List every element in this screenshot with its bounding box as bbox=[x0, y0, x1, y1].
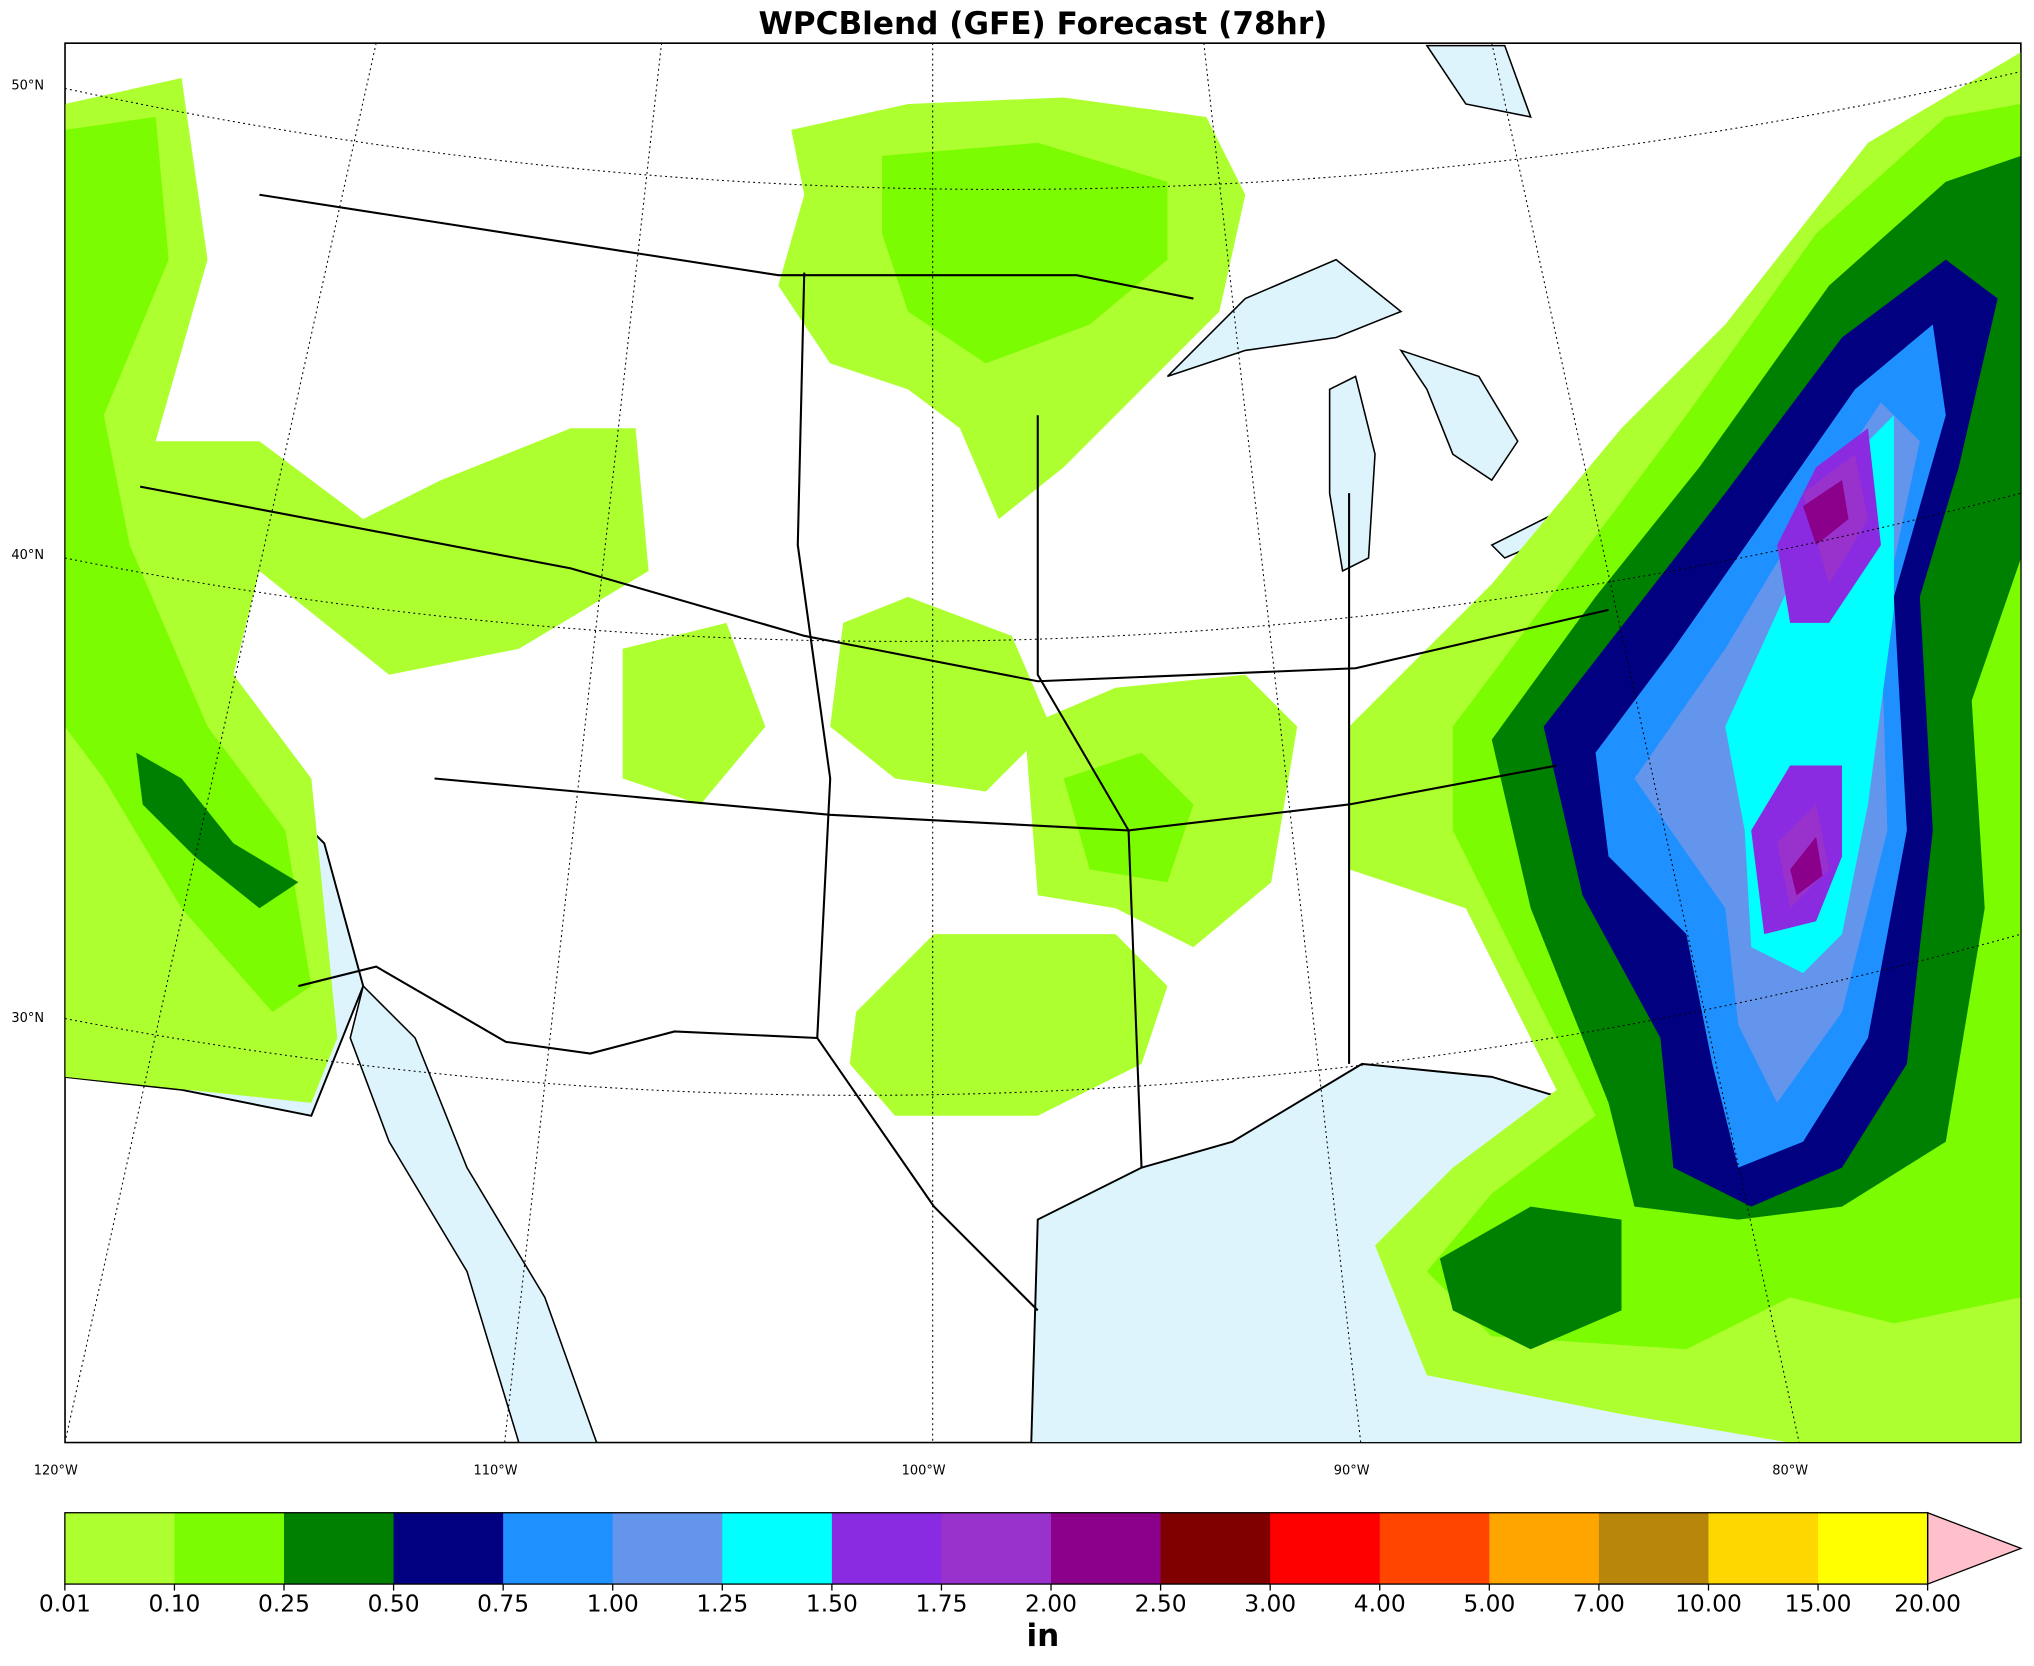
map bbox=[64, 43, 2022, 1443]
colorbar-tick-label: 0.01 bbox=[39, 1589, 91, 1617]
colorbar-segment bbox=[1708, 1512, 1819, 1585]
lat-labels: 50°N 40°N 30°N bbox=[11, 78, 44, 1026]
colorbar-segment bbox=[1270, 1512, 1381, 1585]
colorbar-segment bbox=[503, 1512, 614, 1585]
colorbar-label: in bbox=[1027, 1618, 1060, 1654]
colorbar-tick-label: 3.00 bbox=[1244, 1589, 1296, 1617]
lake-huron bbox=[1399, 348, 1519, 482]
colorbar-tick-label: 15.00 bbox=[1785, 1589, 1852, 1617]
gulf-of-california bbox=[349, 984, 598, 1443]
colorbar-segment bbox=[393, 1512, 504, 1585]
colorbar-segment bbox=[1160, 1512, 1271, 1585]
colorbar-segment bbox=[722, 1512, 833, 1585]
colorbar-segment bbox=[1489, 1512, 1600, 1585]
colorbar-tick-label: 2.50 bbox=[1135, 1589, 1187, 1617]
title: WPCBlend (GFE) Forecast (78hr) bbox=[758, 6, 1327, 42]
colorbar-segment bbox=[1379, 1512, 1490, 1585]
colorbar-tick-label: 1.50 bbox=[806, 1589, 858, 1617]
colorbar-segment bbox=[612, 1512, 723, 1585]
colorbar-tick-label: 2.00 bbox=[1025, 1589, 1077, 1617]
hudson-bay bbox=[1425, 44, 1532, 118]
lon-label: 80°W bbox=[1772, 1464, 1808, 1479]
lon-label: 90°W bbox=[1334, 1464, 1370, 1479]
colorbar-tick-label: 4.00 bbox=[1354, 1589, 1406, 1617]
colorbar-frame bbox=[64, 1512, 1929, 1585]
state-borders bbox=[139, 193, 1609, 1312]
colorbar-segment bbox=[941, 1512, 1052, 1585]
colorbar-tick-label: 0.25 bbox=[258, 1589, 310, 1617]
colorbar-tick-label: 7.00 bbox=[1573, 1589, 1625, 1617]
lon-label: 120°W bbox=[34, 1464, 78, 1479]
colorbar-segment bbox=[1051, 1512, 1162, 1585]
colorbar-tick-label: 0.75 bbox=[477, 1589, 529, 1617]
colorbar-tick-label: 1.75 bbox=[915, 1589, 967, 1617]
colorbar: 0.01 0.10 0.25 0.50 0.75 1.00 1.25 1.50 1.75 2.00… bbox=[39, 1511, 2023, 1617]
map-frame bbox=[64, 42, 2022, 1444]
lat-label: 50°N bbox=[11, 78, 44, 93]
colorbar-segment bbox=[284, 1512, 395, 1585]
lat-label: 30°N bbox=[11, 1011, 44, 1026]
lon-labels: 120°W 110°W 100°W 90°W 80°W bbox=[34, 1464, 1808, 1479]
lake-michigan bbox=[1328, 375, 1376, 573]
colorbar-tick-label: 1.00 bbox=[587, 1589, 639, 1617]
graticule bbox=[64, 43, 2022, 1443]
colorbar-tick-label: 0.50 bbox=[368, 1589, 420, 1617]
colorbar-segment bbox=[1598, 1512, 1710, 1585]
colorbar-tick-label: 10.00 bbox=[1675, 1589, 1742, 1617]
colorbar-tick-label: 5.00 bbox=[1463, 1589, 1515, 1617]
lat-label: 40°N bbox=[11, 548, 44, 563]
colorbar-tick-label: 1.25 bbox=[696, 1589, 748, 1617]
colorbar-segment bbox=[831, 1512, 943, 1585]
colorbar-segment bbox=[174, 1512, 285, 1585]
precipitation bbox=[64, 52, 2022, 1443]
lon-label: 100°W bbox=[902, 1464, 946, 1479]
colorbar-tick-label: 20.00 bbox=[1894, 1589, 1961, 1617]
colorbar-extension bbox=[1926, 1511, 2023, 1586]
colorbar-segment bbox=[64, 1512, 176, 1585]
lake-superior bbox=[1166, 258, 1403, 378]
colorbar-segment bbox=[1818, 1512, 1929, 1585]
lon-label: 110°W bbox=[473, 1464, 517, 1479]
colorbar-tick-label: 0.10 bbox=[148, 1589, 200, 1617]
